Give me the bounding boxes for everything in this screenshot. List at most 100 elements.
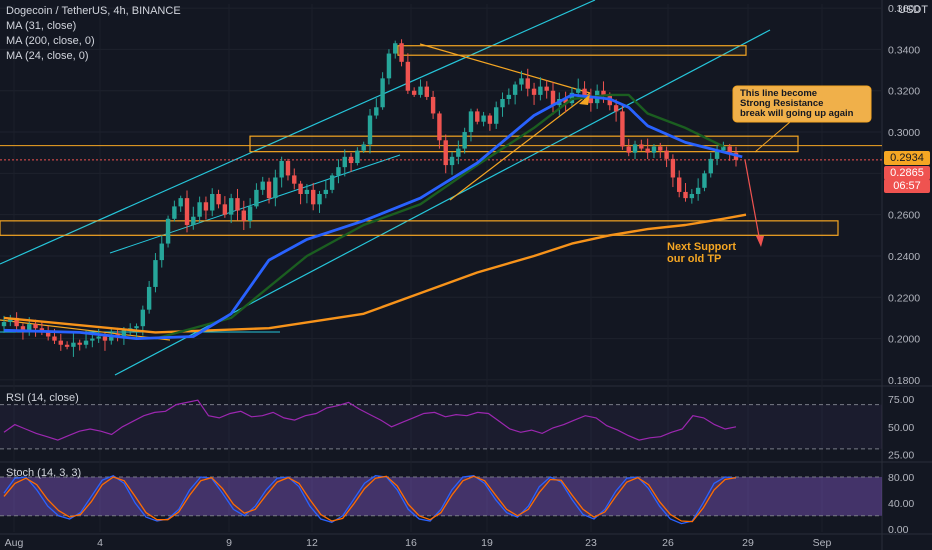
rsi-title[interactable]: RSI (14, close) <box>6 392 79 404</box>
candle-body <box>64 344 70 347</box>
candle-body <box>329 175 335 190</box>
price-tick-label: 0.2400 <box>888 251 920 263</box>
price-tick-label: 0.1800 <box>888 375 920 387</box>
candle-body <box>582 88 587 97</box>
candle-body <box>102 336 108 341</box>
candle-body <box>210 194 215 211</box>
candle-body <box>487 115 493 124</box>
legend-ma31[interactable]: MA (31, close) <box>6 20 77 32</box>
price-tick-label: 0.3200 <box>888 86 920 98</box>
candle-body <box>222 204 228 215</box>
time-tick-label: Sep <box>813 537 832 549</box>
candle-body <box>658 146 663 151</box>
last-price-tag: 0.2865 <box>884 166 930 180</box>
legend-symbol[interactable]: Dogecoin / TetherUS, 4h, BINANCE <box>6 5 181 17</box>
candle-body <box>58 340 63 345</box>
candle-body <box>651 146 657 153</box>
rsi-line <box>3 399 737 441</box>
candle-body <box>285 160 291 176</box>
candle-body <box>336 167 341 176</box>
candle-body <box>525 78 530 89</box>
candle-body <box>512 84 518 95</box>
rsi-tick-label: 25.00 <box>888 449 914 461</box>
stoch-k-line <box>3 474 737 525</box>
candle-body <box>178 198 183 207</box>
time-tick-label: 12 <box>306 537 318 549</box>
candle-body <box>90 338 95 341</box>
price-tick-label: 0.3400 <box>888 44 920 56</box>
candle-body <box>260 181 265 190</box>
candle-body <box>708 158 713 174</box>
support-note-text: our old TP <box>667 253 721 265</box>
price-tick-label: 0.3000 <box>888 127 920 139</box>
rsi-tick-label: 75.00 <box>888 394 914 406</box>
candle-body <box>695 187 701 194</box>
time-tick-label: 29 <box>742 537 754 549</box>
candle-body <box>77 342 82 345</box>
candle-body <box>153 260 158 287</box>
support-zone-box <box>0 220 839 236</box>
candle-body <box>374 107 379 116</box>
time-tick-label: 4 <box>97 537 103 549</box>
time-tick-label: 16 <box>405 537 417 549</box>
candle-body <box>20 326 26 331</box>
candle-body <box>165 218 171 244</box>
candle-body <box>304 189 310 194</box>
candle-body <box>670 158 676 178</box>
candle-body <box>121 330 127 337</box>
candle-body <box>411 90 417 95</box>
stoch-tick-label: 0.00 <box>888 524 909 536</box>
stoch-title[interactable]: Stoch (14, 3, 3) <box>6 467 82 479</box>
candle-body <box>430 96 436 114</box>
ma200-line <box>3 213 747 334</box>
candle-body <box>424 86 429 97</box>
candle-body <box>33 324 38 329</box>
candle-body <box>228 198 234 215</box>
price-tick-label: 0.2000 <box>888 334 920 346</box>
candle-body <box>380 78 385 108</box>
candle-body <box>45 332 51 337</box>
candle-body <box>626 146 631 153</box>
countdown-tag: 06:57 <box>884 179 930 193</box>
stoch-tick-label: 80.00 <box>888 472 914 484</box>
candle-body <box>348 156 354 164</box>
candle-body <box>323 189 329 194</box>
legend-ma200[interactable]: MA (200, close, 0) <box>6 35 95 47</box>
candle-body <box>601 90 606 95</box>
candle-body <box>159 243 164 261</box>
candle-body <box>399 43 404 62</box>
candle-body <box>191 216 196 225</box>
rsi-tick-label: 50.00 <box>888 422 914 434</box>
resistance-price-tag: 0.2934 <box>884 151 930 165</box>
candle-body <box>443 140 448 166</box>
candle-body <box>683 191 688 199</box>
chart-legend: Dogecoin / TetherUS, 4h, BINANCE MA (31,… <box>6 4 181 64</box>
time-tick-label: 23 <box>585 537 597 549</box>
candle-body <box>506 94 512 99</box>
candle-body <box>576 88 581 93</box>
candle-body <box>298 183 303 194</box>
resistance-callout-text: Strong Resistance <box>740 98 823 109</box>
rsi-band <box>0 404 882 449</box>
legend-ma24[interactable]: MA (24, close, 0) <box>6 50 89 62</box>
candle-body <box>146 286 152 310</box>
candle-body <box>1 322 7 327</box>
candle-body <box>714 150 720 159</box>
currency-label: USDT <box>898 4 928 16</box>
candle-body <box>456 148 461 157</box>
candle-body <box>449 156 455 166</box>
candle-body <box>8 317 13 323</box>
early-trend-line <box>0 319 171 341</box>
candle-body <box>292 175 297 184</box>
candle-body <box>52 336 57 341</box>
candle-body <box>588 96 594 104</box>
support-note-text: Next Support <box>667 241 736 253</box>
candle-body <box>14 317 19 327</box>
wedge-bottom-line <box>449 92 591 201</box>
candle-body <box>702 173 707 188</box>
wedge-top-line <box>419 43 591 94</box>
candle-body <box>71 342 76 347</box>
candle-body <box>462 132 467 149</box>
resistance-callout-box <box>732 85 872 123</box>
